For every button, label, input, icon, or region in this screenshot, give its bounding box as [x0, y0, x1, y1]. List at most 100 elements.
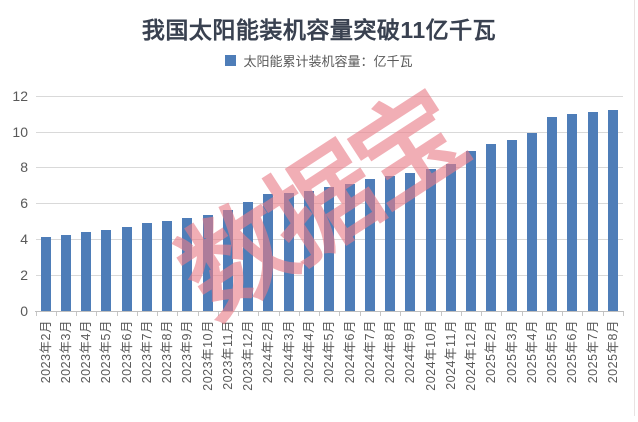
x-axis-tickmark: [379, 312, 381, 316]
x-axis-category-label: 2025年5月: [545, 320, 560, 384]
bar: [526, 133, 537, 311]
y-gridline: [35, 131, 623, 133]
bar: [222, 210, 233, 311]
x-axis-tickmark: [319, 312, 321, 316]
x-axis-tickmark: [400, 312, 402, 316]
bar: [466, 151, 477, 311]
y-axis-tick-label: 4: [20, 231, 28, 248]
x-axis-tickmark: [55, 312, 57, 316]
bar: [40, 237, 51, 311]
y-axis-tick-label: 8: [20, 159, 28, 176]
x-axis-tickmark: [35, 312, 37, 316]
x-axis-category-label: 2025年4月: [524, 320, 539, 384]
bar: [405, 172, 416, 311]
x-axis-category-label: 2024年10月: [423, 320, 438, 391]
bar: [324, 187, 335, 311]
x-axis-category-label: 2023年5月: [99, 320, 114, 384]
x-axis-tickmark: [177, 312, 179, 316]
x-axis-tickmark: [420, 312, 422, 316]
x-axis-tickmark: [460, 312, 462, 316]
x-axis-category-label: 2025年7月: [585, 320, 600, 384]
x-axis-category-label: 2025年6月: [565, 320, 580, 384]
x-axis-tickmark: [602, 312, 604, 316]
x-axis-category-label: 2024年4月: [301, 320, 316, 384]
bar: [547, 117, 558, 311]
bar: [162, 221, 173, 311]
bar: [81, 232, 92, 311]
x-axis-tickmark: [258, 312, 260, 316]
bar: [60, 234, 71, 311]
x-axis-category-label: 2023年11月: [220, 320, 235, 390]
bar: [506, 140, 517, 311]
x-axis-category-label: 2025年8月: [605, 320, 620, 384]
bar: [425, 169, 436, 311]
y-axis-tick-label: 0: [20, 303, 28, 319]
bar: [607, 109, 618, 311]
x-axis-category-label: 2023年10月: [200, 320, 215, 391]
bar: [344, 183, 355, 311]
x-axis-tickmark: [197, 312, 199, 316]
bar: [141, 223, 152, 311]
x-axis-tickmark: [562, 312, 564, 316]
bar: [101, 230, 112, 311]
y-gridline: [35, 95, 623, 97]
y-axis-tick-label: 2: [20, 267, 28, 284]
x-axis-tickmark: [76, 312, 78, 316]
x-axis-category-label: 2023年12月: [241, 320, 256, 391]
x-axis-tickmark: [339, 312, 341, 316]
x-axis-tickmark: [298, 312, 300, 316]
chart-title: 我国太阳能装机容量突破11亿千瓦: [141, 17, 497, 43]
bar: [263, 194, 274, 311]
y-axis-tick-label: 6: [20, 195, 28, 212]
x-axis-tickmark: [359, 312, 361, 316]
bar: [445, 163, 456, 311]
y-gridline: [35, 167, 623, 169]
x-axis-tickmark: [217, 312, 219, 316]
x-axis-line: [34, 311, 624, 312]
x-axis-tickmark: [136, 312, 138, 316]
x-axis-category-label: 2023年8月: [160, 320, 175, 384]
x-axis-tickmark: [157, 312, 159, 316]
x-axis-tickmark: [501, 312, 503, 316]
bar: [303, 190, 314, 311]
x-axis-category-label: 2024年9月: [403, 320, 418, 384]
bar: [385, 176, 396, 311]
bar: [587, 111, 598, 311]
x-axis-category-label: 2024年7月: [362, 320, 377, 384]
x-axis-category-label: 2024年6月: [342, 320, 357, 384]
x-axis-category-label: 2024年8月: [383, 320, 398, 384]
x-axis-category-label: 2024年3月: [281, 320, 296, 384]
x-axis-tickmark: [541, 312, 543, 316]
x-axis-tickmark: [481, 312, 483, 316]
x-axis-category-label: 2023年4月: [79, 320, 94, 384]
x-axis-category-label: 2025年2月: [484, 320, 499, 384]
x-axis-category-label: 2024年12月: [464, 320, 479, 391]
x-axis-tickmark: [116, 312, 118, 316]
x-axis-category-label: 2023年9月: [180, 320, 195, 384]
x-axis-category-label: 2023年3月: [58, 320, 73, 384]
x-axis-tickmark: [623, 312, 624, 316]
y-axis-tick-label: 12: [12, 87, 28, 104]
x-axis-tickmark: [521, 312, 523, 316]
x-axis-category-label: 2025年3月: [504, 320, 519, 384]
bar: [182, 217, 193, 311]
y-axis-tick-label: 10: [12, 123, 28, 140]
x-axis-category-label: 2023年7月: [139, 320, 154, 384]
x-axis-category-label: 2023年2月: [38, 320, 53, 384]
bar: [364, 179, 375, 311]
x-axis-tickmark: [96, 312, 98, 316]
legend-series-label: 太阳能累计装机容量：亿千瓦: [243, 53, 413, 69]
legend: 太阳能累计装机容量：亿千瓦: [0, 52, 638, 69]
x-axis-category-label: 2023年6月: [119, 320, 134, 384]
x-axis-category-label: 2024年11月: [443, 320, 458, 390]
x-axis-tickmark: [278, 312, 280, 316]
x-axis-tickmark: [582, 312, 584, 316]
x-axis-tickmark: [440, 312, 442, 316]
bar: [121, 226, 132, 311]
bar: [243, 201, 254, 311]
bar: [486, 144, 497, 311]
x-axis-category-label: 2024年2月: [261, 320, 276, 384]
bar: [567, 113, 578, 311]
